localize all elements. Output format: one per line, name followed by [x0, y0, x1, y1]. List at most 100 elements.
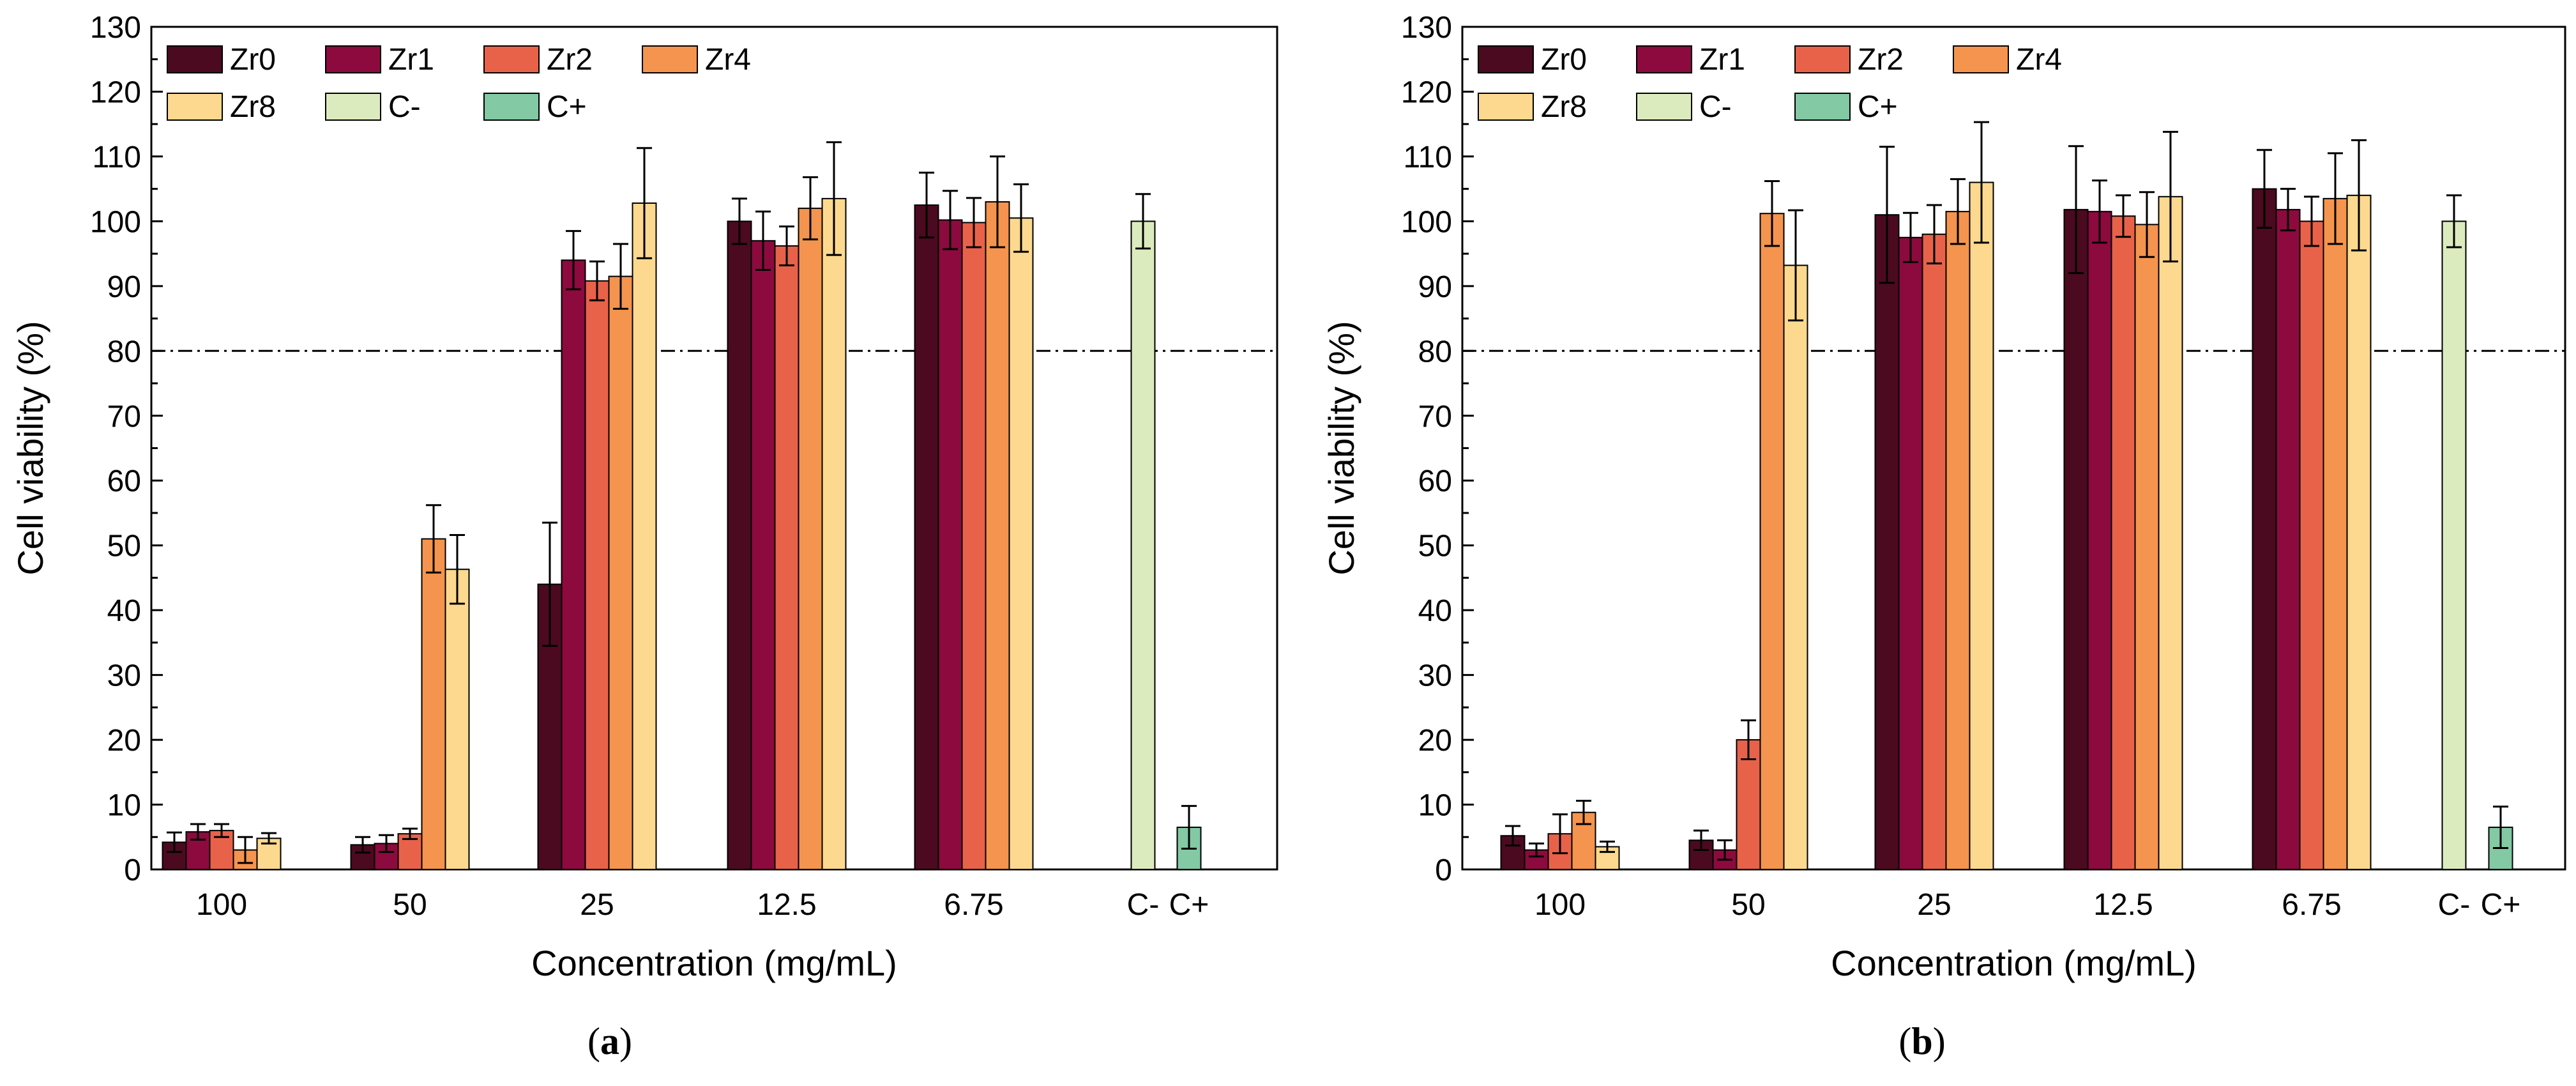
bar-zr0-bar	[1874, 214, 1900, 871]
x-tick-label: C-	[1127, 888, 1160, 922]
legend-swatch	[1794, 93, 1851, 121]
legend-swatch	[167, 93, 223, 121]
x-tick-label: 6.75	[944, 888, 1003, 922]
bar-zr0-bar	[914, 204, 939, 870]
legend-label: Zr4	[2016, 43, 2062, 77]
panel-label-b: (b)	[1898, 1020, 1945, 1062]
x-axis-title: Concentration (mg/mL)	[531, 943, 897, 983]
panel-label-a-open: (	[587, 1020, 600, 1062]
bar-c-neg-bar	[1130, 220, 1156, 870]
panel-label-a: (a)	[587, 1020, 632, 1062]
bar-zr4-bar	[985, 201, 1010, 870]
legend-label: Zr8	[230, 90, 276, 124]
panel-label-b-close: )	[1933, 1020, 1946, 1062]
legend-label: C-	[1699, 90, 1732, 124]
bar-zr0-bar	[2252, 188, 2277, 871]
y-tick-label: 60	[1418, 464, 1452, 498]
bar-zr1-bar	[937, 219, 963, 870]
x-tick-label: 50	[393, 888, 427, 922]
bar-zr8-bar	[1008, 217, 1034, 870]
x-tick-label: C-	[2438, 888, 2471, 922]
legend-label: C+	[1858, 90, 1898, 124]
bar-zr0-bar	[727, 220, 752, 870]
legend-swatch	[483, 45, 540, 73]
y-tick-label: 50	[1418, 530, 1452, 563]
chart-panel-a: 0 10 20 30 40 50 60 70 80 90 100 110 120 130 Cell viab…	[10, 11, 1278, 983]
legend-label: Zr4	[705, 43, 751, 77]
bar-zr1-bar	[561, 259, 586, 870]
legend-swatch	[1478, 93, 1534, 121]
bar-zr1-bar	[2087, 211, 2112, 870]
y-tick-label: 100	[1401, 205, 1452, 239]
y-tick-label: 0	[1435, 853, 1452, 887]
y-tick-label: 10	[107, 789, 141, 823]
legend-swatch	[483, 93, 540, 121]
legend-swatch	[325, 45, 381, 73]
y-tick-label: 130	[90, 11, 141, 45]
bar-zr1-bar	[2275, 209, 2301, 870]
y-tick-label: 110	[1403, 141, 1452, 174]
legend-label: C-	[388, 90, 421, 124]
plot-frame	[1461, 26, 2566, 871]
legend-label: Zr2	[547, 43, 593, 77]
y-tick-label: 70	[1418, 400, 1452, 434]
x-tick-label: 25	[580, 888, 614, 922]
y-tick-label: 90	[107, 270, 141, 304]
bar-zr4-bar	[798, 208, 823, 871]
bar-zr0-bar	[2063, 209, 2089, 870]
y-tick-label: 40	[107, 594, 141, 628]
bar-zr2-bar	[1921, 233, 1947, 870]
bar-zr2-bar	[961, 222, 987, 871]
bar-zr4-bar	[1945, 211, 1971, 870]
bar-zr1-bar	[750, 240, 776, 871]
panel-label-a-letter: a	[600, 1020, 619, 1062]
legend-swatch	[1478, 45, 1534, 73]
y-tick-label: 110	[92, 141, 141, 174]
panel-label-b-letter: b	[1911, 1020, 1932, 1062]
bar-zr8-bar	[1783, 264, 1808, 870]
legend-swatch	[167, 45, 223, 73]
x-tick-label: 6.75	[2282, 888, 2341, 922]
y-tick-label: 10	[1418, 789, 1452, 823]
bar-zr4-bar	[421, 538, 446, 870]
y-tick-label: 30	[107, 659, 141, 693]
bar-zr2-bar	[584, 280, 610, 870]
bar-c-neg-bar	[2441, 220, 2467, 870]
bar-zr4-bar	[608, 275, 633, 870]
bar-zr8-bar	[632, 202, 657, 871]
bar-zr1-bar	[1898, 236, 1923, 870]
y-tick-label: 80	[107, 335, 141, 369]
legend-label: Zr8	[1541, 90, 1587, 124]
y-tick-label: 40	[1418, 594, 1452, 628]
y-tick-label: 130	[1401, 11, 1452, 45]
legend-label: Zr1	[388, 43, 434, 77]
panel-label-a-close: )	[619, 1020, 632, 1062]
panel-label-b-open: (	[1898, 1020, 1911, 1062]
legend-swatch	[1636, 45, 1692, 73]
y-axis-title: Cell viability (%)	[10, 321, 50, 575]
legend-label: Zr0	[230, 43, 276, 77]
x-tick-label: C+	[2481, 888, 2521, 922]
bar-zr8-bar	[821, 197, 847, 871]
y-tick-label: 70	[107, 400, 141, 434]
legend-label: Zr2	[1858, 43, 1904, 77]
legend-label: Zr1	[1699, 43, 1745, 77]
legend-swatch	[642, 45, 698, 73]
y-tick-label: 120	[1401, 75, 1452, 109]
y-axis-title: Cell viability (%)	[1321, 321, 1361, 575]
bar-zr4-bar	[2322, 197, 2348, 871]
x-tick-label: 12.5	[2093, 888, 2153, 922]
y-tick-label: 20	[107, 724, 141, 758]
x-tick-label: 12.5	[757, 888, 816, 922]
bar-zr8-bar	[2346, 194, 2372, 870]
y-tick-label: 80	[1418, 335, 1452, 369]
y-tick-label: 60	[107, 464, 141, 498]
y-tick-label: 0	[124, 853, 141, 887]
bar-zr8-bar	[444, 569, 470, 871]
x-tick-label: 25	[1917, 888, 1951, 922]
plot-frame	[150, 26, 1278, 871]
bar-zr8-bar	[2158, 195, 2183, 870]
y-tick-label: 100	[90, 205, 141, 239]
y-tick-label: 20	[1418, 724, 1452, 758]
legend-swatch	[1794, 45, 1851, 73]
